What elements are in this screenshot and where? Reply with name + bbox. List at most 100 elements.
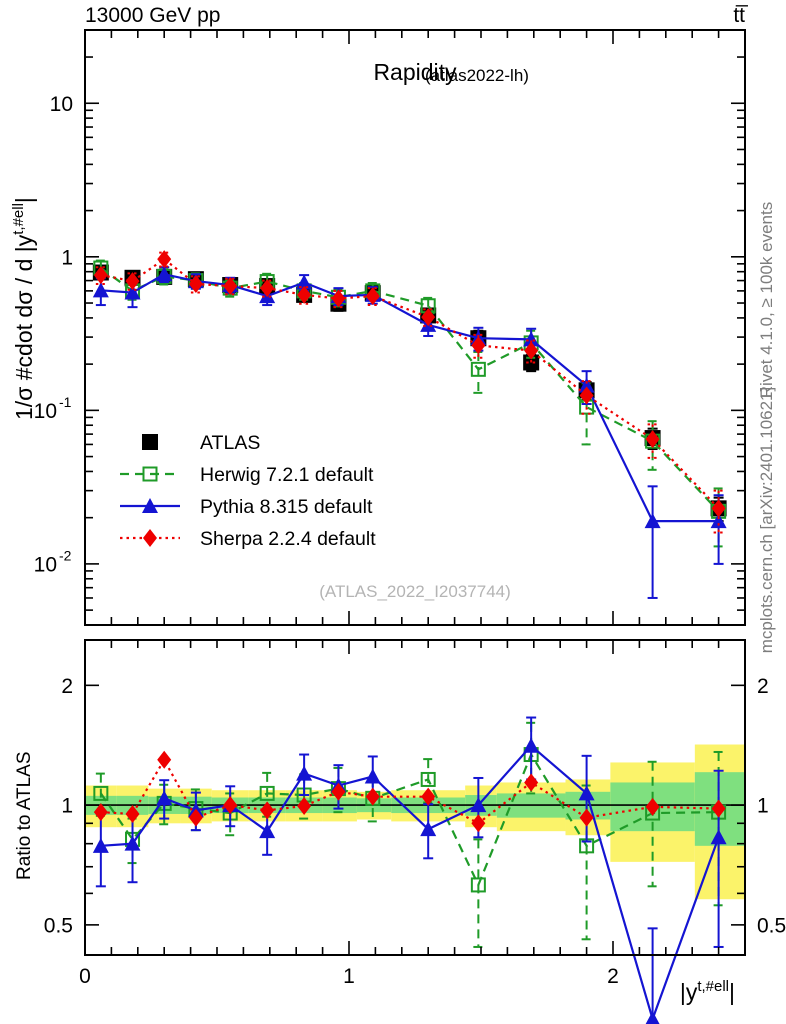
marker-triangle — [364, 768, 381, 784]
y-tick-label: 10 — [34, 553, 57, 576]
legend-label-herwig: Herwig 7.2.1 default — [200, 464, 374, 486]
main-plot-title-suffix: (atlas2022-lh) — [425, 66, 529, 85]
legend-label-pythia: Pythia 8.315 default — [200, 496, 373, 518]
error-bar — [581, 380, 592, 415]
ratio-panel-frame — [84, 639, 746, 956]
y-tick-label-exponent: -1 — [59, 394, 72, 410]
marker-square-open — [93, 785, 109, 801]
series-line — [100, 273, 719, 523]
process-label: tt̅ — [733, 4, 745, 27]
marker-diamond — [711, 499, 726, 518]
marker-diamond — [157, 750, 172, 769]
main-plot-title: Rapidity — [373, 59, 457, 85]
error-bar — [647, 927, 658, 1014]
legend-label-sherpa: Sherpa 2.2.4 default — [200, 528, 376, 550]
error-bar — [647, 760, 658, 888]
marker-triangle — [470, 797, 487, 813]
marker-diamond — [421, 787, 436, 806]
marker-triangle — [710, 829, 727, 845]
ratio-series-sherpa — [93, 750, 726, 833]
marker-triangle — [124, 284, 141, 300]
marker-diamond — [93, 803, 108, 822]
marker-triangle — [420, 821, 437, 837]
beam-energy-label: 13000 GeV pp — [85, 4, 221, 27]
series-line — [100, 267, 720, 513]
marker-triangle — [296, 765, 313, 781]
marker-square-open — [259, 785, 275, 801]
x-axis-label: |yt,#ell| — [680, 978, 735, 1005]
legend-label-atlas: ATLAS — [200, 432, 260, 454]
y-tick-label: 1 — [61, 246, 73, 269]
marker-triangle — [644, 513, 661, 529]
error-bar — [647, 423, 658, 459]
ratio-y-tick-label-right: 1 — [757, 795, 769, 818]
main-series-sherpa — [93, 250, 726, 534]
marker-diamond — [223, 277, 238, 296]
marker-square-open — [470, 361, 486, 377]
x-tick-label: 1 — [343, 965, 355, 988]
y-axis-label-superscript: t,#ell — [10, 203, 27, 235]
ratio-y-tick-label: 1 — [61, 795, 73, 818]
marker-triangle — [92, 837, 109, 853]
series-line — [99, 752, 719, 888]
marker-square-open — [142, 466, 158, 482]
ratio-series-pythia — [92, 716, 727, 1024]
error-bar — [526, 339, 537, 364]
x-tick-label: 0 — [79, 965, 91, 988]
marker-diamond — [645, 797, 660, 816]
marker-diamond — [297, 285, 312, 304]
marker-diamond — [524, 773, 539, 792]
marker-diamond — [188, 808, 203, 827]
marker-diamond — [125, 804, 140, 823]
marker-triangle — [710, 513, 727, 529]
error-bar — [647, 485, 658, 599]
main-panel-frame — [84, 29, 746, 626]
marker-triangle — [296, 274, 313, 290]
marker-triangle — [578, 377, 595, 393]
marker-diamond — [421, 308, 436, 327]
marker-triangle — [645, 1010, 660, 1024]
y-tick-label-exponent: -2 — [59, 547, 72, 563]
mcplots-reference-note: mcplots.cern.ch [arXiv:2401.10621] — [757, 387, 776, 653]
rivet-version-note: Rivet 4.1.0, ≥ 100k events — [757, 202, 776, 398]
error-bar — [473, 838, 484, 948]
marker-diamond — [365, 787, 380, 806]
marker-triangle — [259, 823, 276, 839]
marker-diamond — [331, 782, 346, 801]
y-axis-label-tail: | — [11, 197, 37, 203]
ratio-y-axis-label: Ratio to ATLAS — [14, 752, 35, 881]
main-series-herwig — [93, 259, 727, 548]
marker-diamond — [579, 386, 594, 405]
main-series-pythia — [92, 266, 727, 599]
marker-diamond — [223, 796, 238, 815]
marker-triangle — [523, 331, 540, 347]
ratio-uncertainty-bands — [85, 744, 745, 900]
marker-triangle — [142, 498, 158, 513]
marker-square-filled — [142, 434, 158, 450]
marker-diamond — [645, 430, 660, 449]
series-line — [100, 257, 720, 510]
marker-triangle — [578, 785, 595, 801]
marker-diamond — [471, 814, 486, 833]
watermark-label: (ATLAS_2022_I2037744) — [319, 582, 511, 601]
marker-triangle — [156, 266, 173, 282]
x-axis-label-tail: | — [729, 979, 735, 1005]
marker-triangle — [92, 282, 109, 298]
marker-diamond — [711, 799, 726, 818]
error-bar — [473, 333, 484, 359]
y-tick-label: 10 — [50, 93, 73, 116]
y-tick-label: 10 — [34, 400, 57, 423]
marker-diamond — [143, 529, 157, 547]
marker-diamond — [524, 341, 539, 360]
x-axis-label-superscript: t,#ell — [697, 978, 729, 995]
marker-diamond — [188, 275, 203, 294]
marker-triangle — [124, 835, 141, 851]
x-tick-label: 2 — [607, 965, 619, 988]
marker-diamond — [579, 808, 594, 827]
marker-triangle — [523, 737, 540, 753]
marker-diamond — [260, 279, 275, 298]
marker-diamond — [125, 272, 140, 291]
ratio-y-tick-label-right: 0.5 — [757, 914, 786, 937]
